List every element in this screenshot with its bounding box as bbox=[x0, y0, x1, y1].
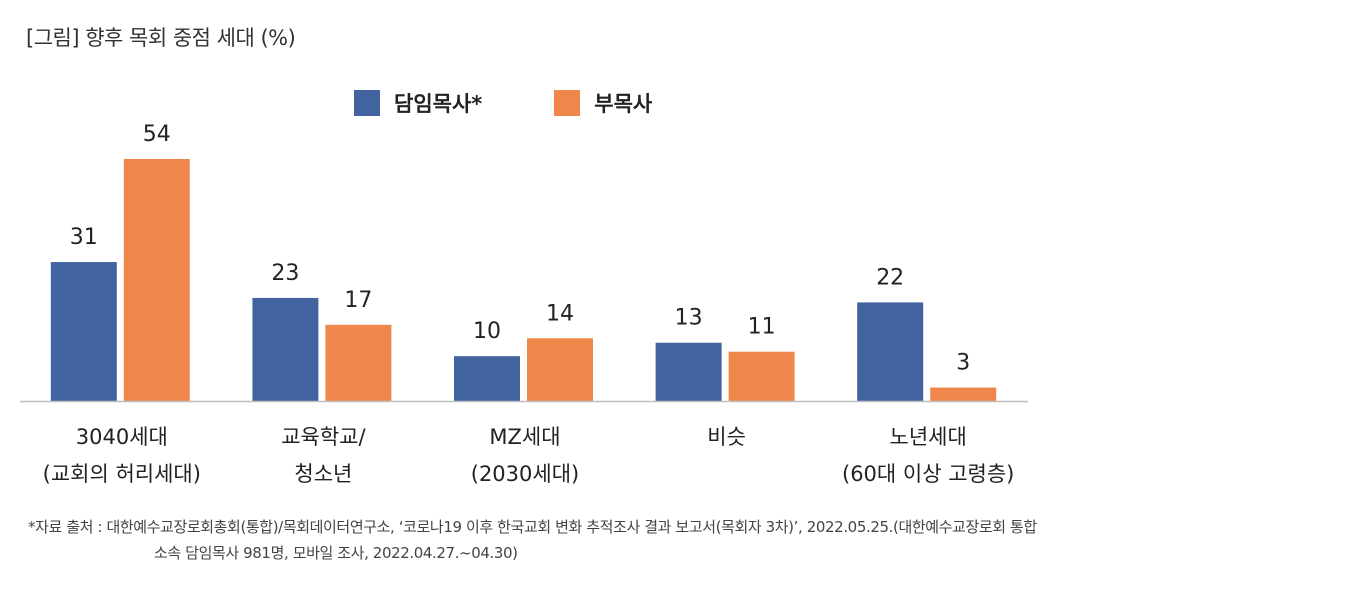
data-label: 31 bbox=[70, 225, 98, 250]
bar bbox=[728, 351, 795, 401]
category-label: MZ세대 bbox=[489, 425, 560, 449]
bar bbox=[857, 302, 924, 401]
data-label: 11 bbox=[748, 315, 776, 340]
legend-item-senior-pastor: 담임목사* bbox=[354, 88, 482, 118]
data-label: 14 bbox=[546, 301, 574, 326]
plot-area: 31 54 3040세대 (교회의 허리세대) 23 17 교육학교/청소년 10 14 MZ세대… bbox=[20, 122, 1028, 486]
legend: 담임목사* 부목사 bbox=[354, 88, 724, 118]
legend-label: 부목사 bbox=[594, 92, 653, 116]
category-label: 노년세대 bbox=[890, 425, 967, 449]
data-label: 17 bbox=[344, 288, 372, 313]
legend-item-associate-pastor: 부목사 bbox=[554, 88, 652, 118]
category-label: 교육학교/ bbox=[281, 425, 366, 449]
footnote-line: *자료 출처 : 대한예수교장로회총회(통합)/목회데이터연구소, ‘코로나19… bbox=[28, 518, 1037, 536]
data-label: 22 bbox=[876, 265, 904, 290]
data-label: 23 bbox=[271, 261, 299, 286]
bar bbox=[50, 262, 117, 401]
category-label: 비슷 bbox=[707, 425, 746, 449]
footnote: *자료 출처 : 대한예수교장로회총회(통합)/목회데이터연구소, ‘코로나19… bbox=[28, 514, 1037, 566]
chart-title: [그림] 향후 목회 중점 세대 (%) bbox=[26, 26, 296, 50]
bar bbox=[655, 342, 722, 401]
category-label: (2030세대) bbox=[471, 462, 579, 486]
bar bbox=[930, 387, 997, 401]
category-label: (교회의 허리세대) bbox=[43, 462, 201, 486]
data-label: 13 bbox=[675, 306, 703, 331]
bar bbox=[123, 159, 190, 401]
data-label: 3 bbox=[956, 351, 970, 376]
data-label: 10 bbox=[473, 319, 501, 344]
category-label: (60대 이상 고령층) bbox=[842, 462, 1014, 486]
bar bbox=[252, 297, 319, 401]
data-label: 54 bbox=[143, 122, 171, 147]
category-label: 청소년 bbox=[294, 462, 352, 486]
bar bbox=[325, 324, 392, 401]
bar bbox=[454, 356, 520, 401]
legend-swatch bbox=[354, 90, 380, 116]
legend-label: 담임목사* bbox=[394, 92, 483, 116]
footnote-line: 소속 담임목사 981명, 모바일 조사, 2022.04.27.~04.30) bbox=[154, 544, 518, 562]
bar bbox=[527, 338, 593, 401]
category-label: 3040세대 bbox=[76, 425, 168, 449]
legend-swatch bbox=[554, 90, 581, 116]
